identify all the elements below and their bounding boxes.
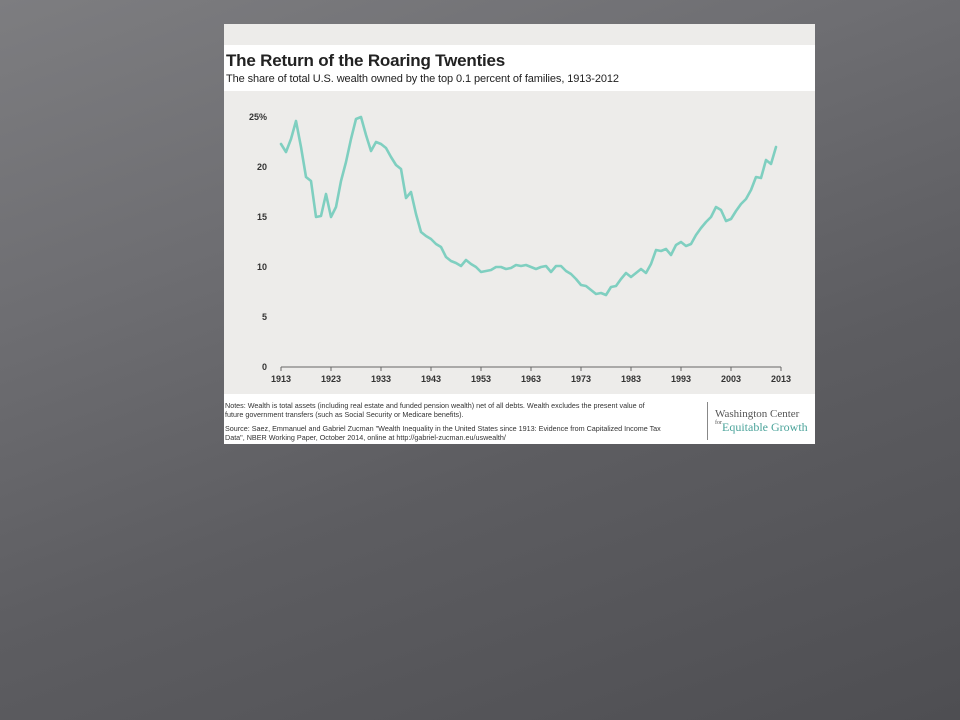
wealth-share-series-line <box>279 115 778 297</box>
x-tick-label: 1963 <box>521 374 541 384</box>
y-tick-label: 15 <box>257 212 267 222</box>
x-tick-label: 1933 <box>371 374 391 384</box>
y-tick-label: 25% <box>249 112 267 122</box>
chart-card: The Return of the Roaring Twenties The s… <box>224 24 815 444</box>
x-tick-label: 1973 <box>571 374 591 384</box>
x-tick-label: 1913 <box>271 374 291 384</box>
x-tick-label: 2013 <box>771 374 791 384</box>
y-tick-label: 5 <box>262 312 267 322</box>
logo-for: for <box>715 420 722 426</box>
logo-line-2: forEquitable Growth <box>715 420 808 435</box>
chart-notes: Notes: Wealth is total assets (including… <box>225 401 665 444</box>
y-tick-label: 0 <box>262 362 267 372</box>
source-text: Source: Saez, Emmanuel and Gabriel Zucma… <box>225 424 661 442</box>
chart-subtitle: The share of total U.S. wealth owned by … <box>226 73 619 85</box>
plot-area <box>224 91 815 394</box>
y-tick-label: 10 <box>257 262 267 272</box>
x-tick-label: 1953 <box>471 374 491 384</box>
x-tick-label: 1923 <box>321 374 341 384</box>
x-tick-label: 2003 <box>721 374 741 384</box>
logo-line-2-text: Equitable Growth <box>722 420 808 434</box>
x-tick-label: 1993 <box>671 374 691 384</box>
notes-text: Notes: Wealth is total assets (including… <box>225 401 645 419</box>
chart-title: The Return of the Roaring Twenties <box>226 51 506 70</box>
line-chart: 0 5 10 15 20 25% 1913 1923 1933 1943 1953 1963 1973 1… <box>249 112 791 384</box>
top-band <box>224 24 815 45</box>
x-tick-label: 1983 <box>621 374 641 384</box>
x-tick-label: 1943 <box>421 374 441 384</box>
logo-divider <box>707 402 708 440</box>
logo-line-1: Washington Center <box>715 408 800 420</box>
y-tick-label: 20 <box>257 162 267 172</box>
